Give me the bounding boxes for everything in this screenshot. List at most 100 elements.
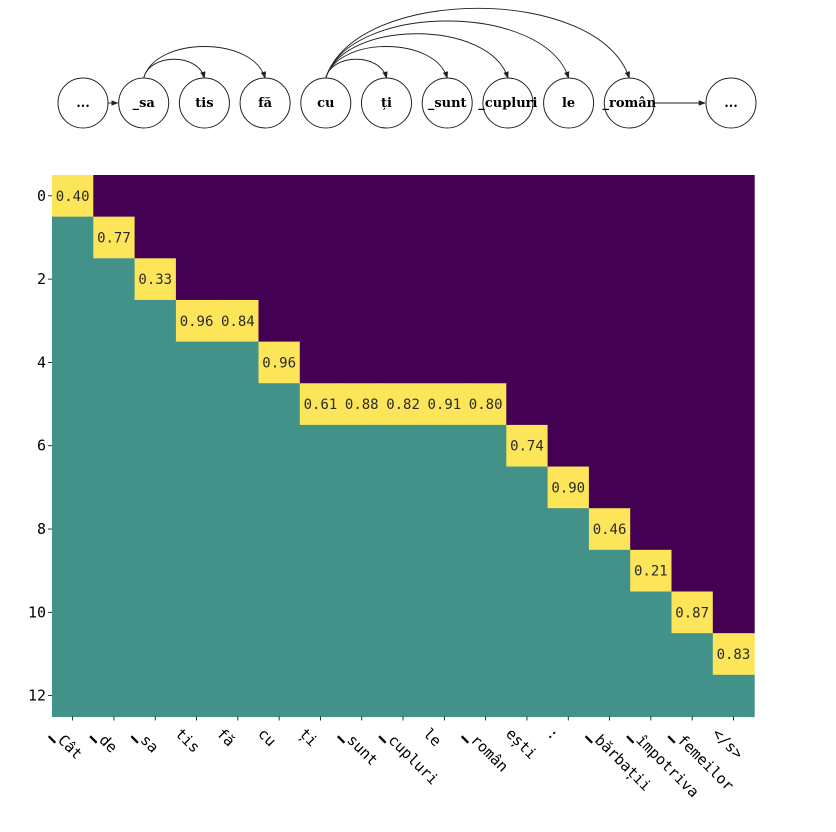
heatmap-cell — [671, 299, 714, 343]
heatmap-cell — [134, 258, 177, 301]
heatmap-cell — [341, 633, 383, 676]
heatmap-cell — [134, 633, 177, 676]
heatmap-cell — [299, 299, 342, 343]
token-node: _cupluri — [478, 77, 538, 129]
token-node: cu — [300, 77, 352, 129]
cell-value-label: 0.84 — [221, 314, 255, 330]
x-tick-label: ești — [502, 725, 540, 763]
token-node: _român — [602, 77, 657, 129]
heatmap-cell — [547, 466, 590, 509]
heatmap-cell — [134, 549, 177, 593]
token-node-label: cu — [317, 96, 334, 111]
heatmap-cell — [547, 175, 590, 218]
heatmap-cell — [671, 549, 714, 593]
token-node-label: ... — [76, 96, 90, 111]
heatmap-cell — [506, 258, 549, 301]
heatmap-cell — [341, 216, 383, 259]
heatmap-cell — [588, 508, 631, 551]
heatmap-cell — [341, 674, 383, 718]
heatmap-cell — [423, 466, 466, 509]
x-tick-label: ▁Cât — [47, 724, 86, 763]
heatmap-cell — [671, 341, 714, 384]
cell-value-label: 0.40 — [56, 189, 90, 205]
heatmap-cell — [93, 175, 136, 218]
token-node-label: _român — [602, 96, 656, 111]
heatmap-cell — [671, 175, 714, 218]
cell-value-label: 0.83 — [717, 647, 751, 663]
heatmap-cell — [299, 175, 342, 218]
heatmap-cell — [630, 341, 673, 384]
heatmap-cell — [382, 633, 425, 676]
heatmap-cell — [52, 508, 94, 551]
heatmap-cell — [175, 258, 218, 301]
cell-value-label: 0.80 — [469, 397, 503, 413]
token-node-label: le — [562, 96, 575, 111]
heatmap-cell — [93, 674, 136, 718]
heatmap-cell — [217, 633, 260, 676]
heatmap-cell — [671, 383, 714, 426]
heatmap-cell — [712, 549, 755, 593]
heatmap-cell — [712, 591, 755, 634]
cell-value-label: 0.96 — [180, 314, 214, 330]
heatmap-cell — [588, 258, 631, 301]
token-node: ... — [705, 77, 757, 129]
heatmap-cell — [175, 549, 218, 593]
heatmap-cell — [93, 299, 136, 343]
heatmap-cell — [341, 341, 383, 384]
heatmap-cell — [217, 424, 260, 468]
heatmap-cell — [258, 216, 301, 259]
heatmap-cell — [547, 383, 590, 426]
heatmap-cell — [341, 466, 383, 509]
token-node: _sunt — [421, 77, 473, 129]
heatmap-cell — [258, 466, 301, 509]
heatmap-cell — [547, 299, 590, 343]
heatmap-cell — [258, 341, 301, 384]
heatmap-cell — [423, 674, 466, 718]
y-tick-label: 6 — [37, 437, 46, 455]
heatmap-cell — [671, 674, 714, 718]
heatmap-cell — [217, 383, 260, 426]
heatmap-cell — [506, 216, 549, 259]
heatmap-cell — [423, 383, 466, 426]
cell-value-label: 0.90 — [551, 480, 585, 496]
token-node-label: ți — [381, 96, 392, 111]
heatmap-cell — [547, 633, 590, 676]
heatmap-cell — [671, 424, 714, 468]
heatmap-cell — [630, 299, 673, 343]
heatmap-cell — [671, 216, 714, 259]
heatmap-cell — [134, 383, 177, 426]
heatmap-cell — [630, 383, 673, 426]
heatmap-cell — [506, 299, 549, 343]
heatmap-cell — [134, 424, 177, 468]
heatmap-cell — [175, 633, 218, 676]
heatmap-cell — [258, 674, 301, 718]
heatmap-cell — [547, 674, 590, 718]
heatmap-cell — [671, 466, 714, 509]
token-node-label: ... — [724, 96, 738, 111]
token-node: tis — [178, 77, 230, 129]
heatmap-cell — [175, 216, 218, 259]
heatmap-cell — [175, 383, 218, 426]
heatmap-cell — [382, 383, 425, 426]
heatmap-cell — [382, 674, 425, 718]
heatmap-cell — [93, 258, 136, 301]
y-tick-label: 4 — [37, 353, 46, 371]
x-tick-label: le — [420, 725, 446, 751]
heatmap-cell — [630, 674, 673, 718]
heatmap-cell — [217, 508, 260, 551]
heatmap-cell — [630, 175, 673, 218]
x-tick-label: ▁sunt — [336, 724, 381, 769]
heatmap-cell — [382, 299, 425, 343]
heatmap-cell — [465, 216, 507, 259]
heatmap-cell — [506, 341, 549, 384]
heatmap-cell — [299, 549, 342, 593]
heatmap-cell — [382, 258, 425, 301]
dependency-arc — [325, 20, 570, 79]
heatmap-cell — [341, 383, 383, 426]
heatmap-cell — [258, 591, 301, 634]
heatmap-cell — [506, 633, 549, 676]
heatmap-cell — [52, 549, 94, 593]
heatmap-cell — [465, 591, 507, 634]
heatmap-cell — [93, 591, 136, 634]
heatmap-cell — [712, 424, 755, 468]
